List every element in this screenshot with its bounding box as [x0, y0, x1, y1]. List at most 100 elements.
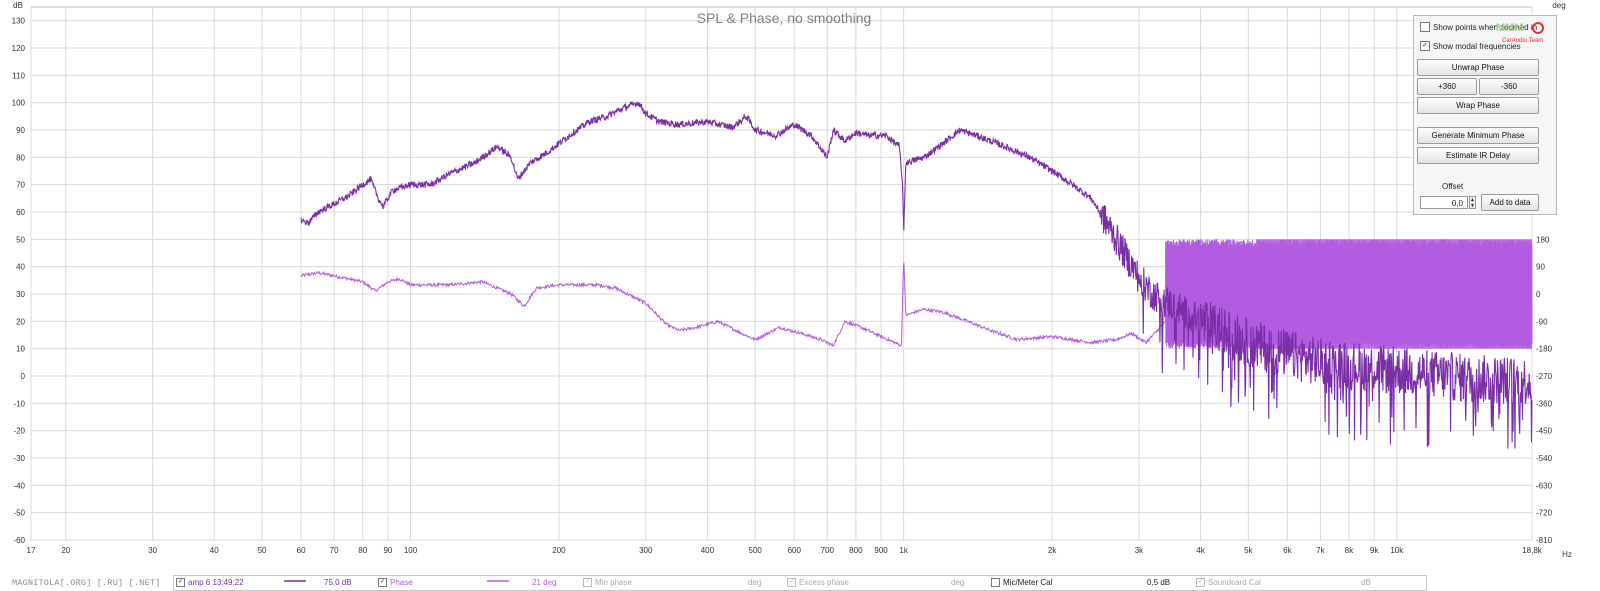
- show-modal-option[interactable]: ✓ Show modal frequencies: [1420, 41, 1521, 51]
- y-right-tick-label: 0: [1536, 290, 1541, 299]
- amp-checkbox[interactable]: ✓: [176, 578, 185, 587]
- legend-item-min-phase[interactable]: ✓ Min phase: [583, 578, 632, 587]
- y-left-tick-label: 40: [16, 263, 25, 272]
- y-left-unit: dB: [13, 1, 23, 10]
- minus360-button[interactable]: -360: [1479, 78, 1539, 95]
- y-right-tick-label: 90: [1536, 263, 1545, 272]
- x-tick-label: 8k: [1345, 546, 1354, 555]
- phase-swatch: [487, 580, 509, 582]
- show-modal-label: Show modal frequencies: [1433, 41, 1521, 51]
- x-tick-label: 7k: [1316, 546, 1325, 555]
- phase-label: Phase: [390, 578, 413, 587]
- x-tick-label: 18,8k: [1522, 546, 1543, 555]
- y-right-tick-label: -720: [1536, 509, 1553, 518]
- y-right-tick-label: -540: [1536, 454, 1553, 463]
- show-points-checkbox[interactable]: [1420, 22, 1430, 32]
- show-points-label: Show points when zoomed in: [1433, 22, 1538, 32]
- x-tick-label: 3k: [1135, 546, 1144, 555]
- x-tick-label: 5k: [1244, 546, 1253, 555]
- legend-item-soundcard-cal[interactable]: ✓ Soundcard Cal: [1196, 578, 1261, 587]
- y-left-tick-label: -50: [13, 509, 25, 518]
- y-left-tick-label: 100: [12, 99, 26, 108]
- y-left-tick-label: 80: [16, 153, 25, 162]
- phase-checkbox[interactable]: ✓: [378, 578, 387, 587]
- excess-phase-unit: deg: [951, 578, 965, 587]
- soundcard-cal-checkbox[interactable]: ✓: [1196, 578, 1205, 587]
- x-tick-label: 300: [639, 546, 653, 555]
- min-phase-checkbox[interactable]: ✓: [583, 578, 592, 587]
- y-left-tick-label: 120: [12, 44, 26, 53]
- x-tick-label: 800: [849, 546, 863, 555]
- x-tick-label: 2k: [1048, 546, 1057, 555]
- legend-item-phase[interactable]: ✓ Phase: [378, 578, 413, 587]
- phase-wrap-band: [1256, 239, 1532, 349]
- x-tick-label: 9k: [1370, 546, 1379, 555]
- mic-cal-label: Mic/Meter Cal: [1003, 578, 1053, 587]
- y-left-tick-label: -30: [13, 454, 25, 463]
- x-tick-label: 900: [874, 546, 888, 555]
- y-left-tick-label: 50: [16, 235, 25, 244]
- unwrap-phase-button[interactable]: Unwrap Phase: [1417, 59, 1539, 76]
- legend-item-excess-phase[interactable]: ✓ Excess phase: [787, 578, 849, 587]
- mic-cal-value: 0,5 dB: [1147, 578, 1171, 587]
- x-tick-label: 500: [749, 546, 763, 555]
- add-to-data-button[interactable]: Add to data: [1481, 194, 1539, 211]
- x-tick-label: 4k: [1196, 546, 1205, 555]
- x-tick-label: 80: [358, 546, 367, 555]
- plus360-button[interactable]: +360: [1417, 78, 1477, 95]
- y-left-tick-label: 90: [16, 126, 25, 135]
- y-left-tick-label: -20: [13, 427, 25, 436]
- chart-title: SPL & Phase, no smoothing: [697, 10, 872, 26]
- excess-phase-unit-wrap: deg: [951, 578, 964, 587]
- x-tick-label: 400: [701, 546, 715, 555]
- y-left-tick-label: 60: [16, 208, 25, 217]
- y-right-tick-label: -360: [1536, 399, 1553, 408]
- y-right-tick-label: -630: [1536, 481, 1553, 490]
- y-left-tick-label: -40: [13, 481, 25, 490]
- estimate-ir-delay-button[interactable]: Estimate IR Delay: [1417, 147, 1539, 164]
- x-tick-label: 70: [330, 546, 339, 555]
- x-tick-label: 6k: [1283, 546, 1292, 555]
- y-right-tick-label: 180: [1536, 235, 1550, 244]
- min-phase-label: Min phase: [595, 578, 632, 587]
- mic-cal-checkbox[interactable]: [991, 578, 1000, 587]
- soundcard-cal-label: Soundcard Cal: [1208, 578, 1261, 587]
- y-left-tick-label: 30: [16, 290, 25, 299]
- amp-swatch: [284, 580, 306, 582]
- x-unit: Hz: [1562, 550, 1572, 559]
- legend-item-amp[interactable]: ✓ amp 6 13:49:22: [176, 578, 244, 587]
- legend-bar: ✓ amp 6 13:49:22 75,0 dB ✓ Phase 21 deg …: [173, 575, 1427, 591]
- logo-text: CarAudio Team: [1502, 38, 1543, 44]
- x-tick-label: 17: [27, 546, 36, 555]
- logo-icon: MMM CarAudio Team: [1496, 22, 1544, 44]
- soundcard-unit: dB: [1361, 578, 1371, 587]
- phase-controls-panel: Show points when zoomed in ✓ Show modal …: [1413, 15, 1557, 215]
- y-left-tick-label: 10: [16, 345, 25, 354]
- offset-spinner[interactable]: ▲ ▼: [1469, 196, 1476, 209]
- offset-input[interactable]: 0,0: [1420, 196, 1468, 209]
- y-right-tick-label: -450: [1536, 427, 1553, 436]
- y-left-tick-label: 70: [16, 181, 25, 190]
- y-right-unit: deg: [1552, 1, 1565, 10]
- min-phase-unit-wrap: deg: [748, 578, 761, 587]
- excess-phase-checkbox[interactable]: ✓: [787, 578, 796, 587]
- excess-phase-label: Excess phase: [799, 578, 849, 587]
- y-left-tick-label: -10: [13, 399, 25, 408]
- show-modal-checkbox[interactable]: ✓: [1420, 41, 1430, 51]
- legend-item-mic-cal[interactable]: Mic/Meter Cal: [991, 578, 1052, 587]
- x-tick-label: 30: [148, 546, 157, 555]
- x-tick-label: 700: [821, 546, 835, 555]
- y-left-tick-label: -60: [13, 536, 25, 545]
- y-right-tick-label: -810: [1536, 536, 1553, 545]
- x-tick-label: 50: [258, 546, 267, 555]
- traces: [300, 100, 1533, 449]
- x-tick-label: 10k: [1390, 546, 1404, 555]
- show-points-option[interactable]: Show points when zoomed in: [1420, 22, 1537, 32]
- y-right-tick-label: -180: [1536, 345, 1553, 354]
- amp-value-wrap: 75,0 dB: [324, 578, 352, 587]
- generate-min-phase-button[interactable]: Generate Minimum Phase: [1417, 127, 1539, 144]
- y-right-tick-label: -90: [1536, 317, 1548, 326]
- soundcard-unit-wrap: dB: [1361, 578, 1371, 587]
- wrap-phase-button[interactable]: Wrap Phase: [1417, 97, 1539, 114]
